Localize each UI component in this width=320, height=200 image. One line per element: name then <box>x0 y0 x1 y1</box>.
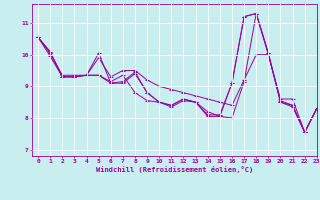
X-axis label: Windchill (Refroidissement éolien,°C): Windchill (Refroidissement éolien,°C) <box>96 166 253 173</box>
